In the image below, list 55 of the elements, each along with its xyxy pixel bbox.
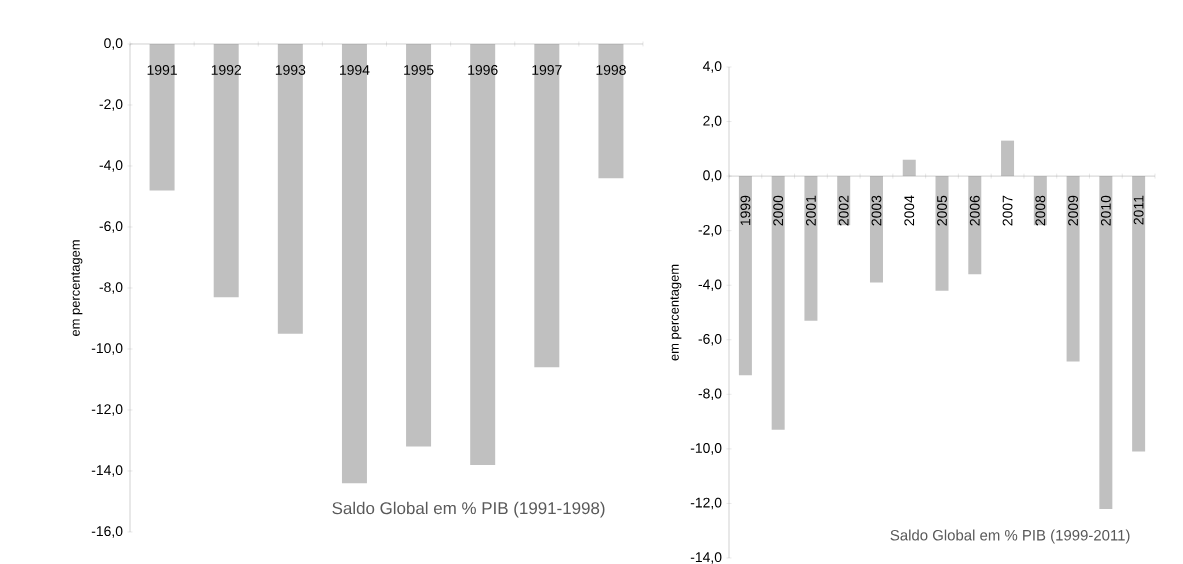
y-tick-label: -6,0 <box>99 221 123 233</box>
bar <box>968 176 982 275</box>
x-tick-label: 2005 <box>937 195 947 226</box>
text: Saldo Global em % PIB (1999-2011) <box>890 529 1130 544</box>
x-tick-label: 1991 <box>147 64 177 75</box>
y-tick-label: 2,0 <box>703 115 722 128</box>
y-tick-label: -4,0 <box>99 160 123 172</box>
y-tick-label: -14,0 <box>690 552 722 564</box>
bar <box>1132 176 1146 452</box>
y-tick-label: -2,0 <box>99 99 123 111</box>
y-tick-label: -14,0 <box>91 465 123 477</box>
y-tick-label: -12,0 <box>91 404 123 416</box>
bar <box>771 176 785 430</box>
text: Saldo Global em % PIB (1991-1998) <box>332 501 605 518</box>
y-tick-label: 4,0 <box>702 61 722 73</box>
y-axis-title: em percentagem <box>670 264 682 361</box>
x-tick-label: 1994 <box>339 64 370 75</box>
bar <box>935 176 949 291</box>
y-tick-label: -6,0 <box>698 333 722 346</box>
y-tick-label: -10,0 <box>91 343 123 355</box>
x-tick-label: 2010 <box>1100 195 1111 226</box>
x-tick-label: 1993 <box>275 64 306 75</box>
x-tick-label: 2007 <box>1002 195 1013 226</box>
y-tick-label: -12,0 <box>690 497 722 510</box>
y-tick-label: -4,0 <box>698 279 722 291</box>
bar <box>902 159 916 177</box>
x-tick-label: 1997 <box>532 64 562 75</box>
y-tick-label: 0,0 <box>104 38 123 50</box>
x-tick-label: 2002 <box>838 195 849 226</box>
bar <box>1099 176 1113 509</box>
x-tick-label: 2000 <box>773 195 784 226</box>
y-tick-label: -16,0 <box>91 526 123 538</box>
x-tick-label: 2006 <box>969 195 980 226</box>
bar <box>1001 140 1015 177</box>
y-tick-label: -8,0 <box>698 388 722 401</box>
bar <box>804 176 818 321</box>
x-tick-label: 1998 <box>596 64 626 75</box>
bar <box>869 176 883 283</box>
x-tick-label: 1996 <box>468 64 498 75</box>
bar <box>1066 176 1080 362</box>
y-axis-title: em percentagem <box>71 240 83 337</box>
x-tick-label: 2009 <box>1068 195 1079 226</box>
x-tick-label: 1999 <box>740 195 751 226</box>
y-tick-label: -8,0 <box>99 282 123 294</box>
x-tick-label: 2001 <box>805 195 816 226</box>
bar <box>738 176 752 376</box>
x-tick-label: 2004 <box>904 195 915 226</box>
x-tick-label: 1992 <box>211 64 242 75</box>
y-tick-label: -10,0 <box>690 443 722 455</box>
x-tick-label: 2011 <box>1133 195 1144 225</box>
x-tick-label: 1995 <box>404 64 434 75</box>
x-tick-label: 2003 <box>871 195 882 226</box>
y-tick-label: -2,0 <box>698 224 722 237</box>
x-tick-label: 2008 <box>1035 195 1046 226</box>
y-tick-label: 0,0 <box>703 170 722 182</box>
